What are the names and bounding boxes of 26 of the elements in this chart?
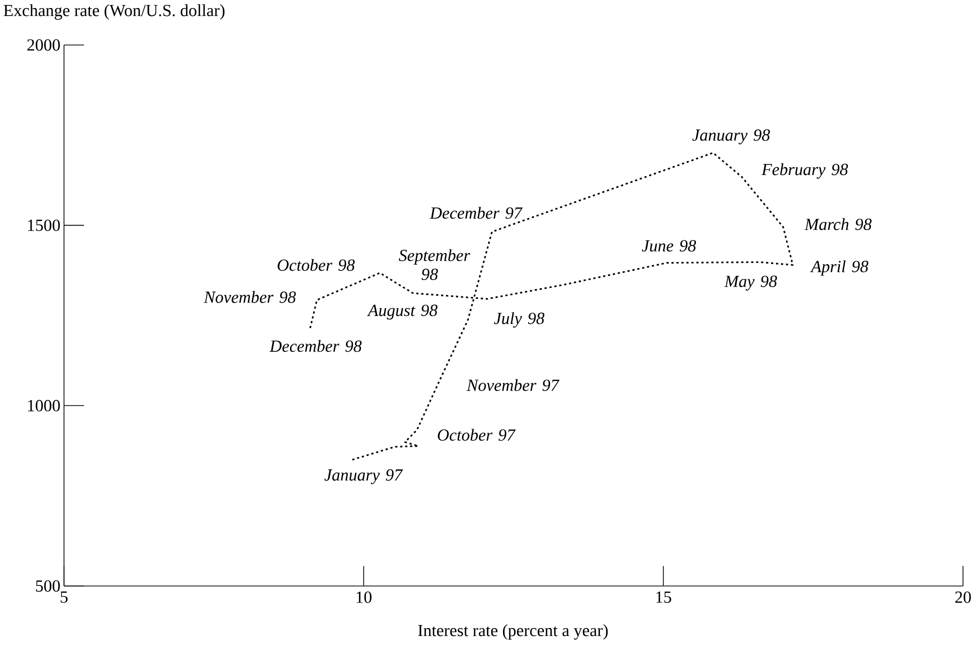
annotation: January 98	[692, 129, 770, 144]
annotation: December 98	[269, 340, 362, 352]
y-tick-label: 1500	[28, 220, 60, 232]
annotation: April 98	[810, 260, 868, 276]
annotation: November 97	[466, 379, 560, 392]
y-tick-label: 2000	[27, 39, 60, 51]
annotation: October 97	[438, 428, 516, 441]
annotation: July 98	[494, 312, 544, 328]
annotation: October 98	[278, 258, 355, 271]
annotation: December 97	[430, 206, 523, 219]
x-axis-title: Interest rate (percent a year)	[418, 624, 608, 640]
y-tick-label: 1000	[28, 400, 60, 412]
x-tick-label: 10	[356, 592, 372, 603]
annotation: May 98	[724, 276, 777, 291]
x-tick-label: 5	[60, 592, 68, 603]
annotation: March 98	[804, 218, 872, 230]
y-axis-title: Exchange rate (Won/U.S. dollar)	[4, 4, 224, 20]
x-tick-label: 20	[955, 592, 971, 603]
y-tick-label: 500	[36, 580, 60, 592]
annotation: November 98	[204, 291, 296, 303]
annotation: June 98	[642, 240, 696, 252]
annotation: September 98	[398, 249, 470, 280]
annotation: August 98	[367, 304, 438, 320]
annotation: February 98	[761, 163, 848, 179]
annotation: January 97	[324, 469, 403, 484]
x-tick-label: 15	[656, 592, 672, 603]
